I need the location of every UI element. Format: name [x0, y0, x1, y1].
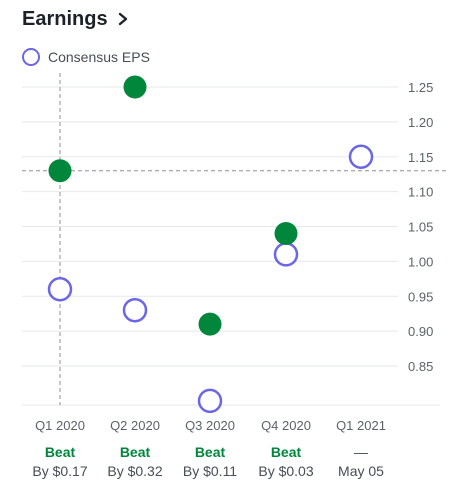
result-status-label: Beat [271, 444, 302, 460]
page-title: Earnings [22, 7, 108, 30]
consensus-eps-point [197, 388, 223, 414]
actual-eps-point [274, 221, 298, 245]
legend-label-consensus: Consensus EPS [48, 49, 150, 65]
actual-eps-point [123, 75, 147, 99]
actual-eps-point [198, 312, 222, 336]
result-status-label: Beat [45, 444, 76, 460]
y-tick-label: 1.10 [408, 185, 433, 200]
result-detail-label: By $0.11 [183, 463, 237, 479]
actual-eps-point [48, 159, 72, 183]
y-tick-label: 0.85 [408, 359, 433, 374]
x-tick-label: Q4 2020 [261, 418, 311, 433]
chart-legend: Consensus EPS [22, 48, 150, 66]
consensus-eps-point [47, 277, 73, 302]
y-tick-label: 0.90 [408, 324, 433, 339]
y-tick-label: 1.15 [408, 150, 433, 165]
y-tick-label: 1.05 [408, 220, 433, 235]
x-tick-label: Q1 2021 [336, 418, 386, 433]
x-tick-label: Q2 2020 [110, 418, 160, 433]
y-tick-label: 1.20 [408, 115, 433, 130]
result-detail-label: By $0.32 [107, 463, 162, 479]
legend-marker-consensus [22, 48, 40, 66]
result-detail-label: By $0.03 [258, 463, 313, 479]
result-detail-label: By $0.17 [32, 463, 87, 479]
y-tick-label: 1.00 [408, 254, 433, 269]
y-tick-label: 0.95 [408, 289, 433, 304]
result-status-label: Beat [120, 444, 151, 460]
consensus-eps-point [122, 297, 148, 323]
result-detail-label: May 05 [338, 463, 384, 479]
consensus-eps-point [348, 144, 374, 169]
y-tick-label: 1.25 [408, 80, 433, 95]
result-status-label: Beat [195, 444, 226, 460]
chevron-right-icon [116, 12, 130, 26]
x-tick-label: Q3 2020 [185, 418, 235, 433]
x-tick-label: Q1 2020 [35, 418, 85, 433]
result-status-label: — [354, 444, 368, 460]
consensus-eps-point [273, 242, 299, 267]
earnings-title-link[interactable]: Earnings [22, 6, 130, 32]
